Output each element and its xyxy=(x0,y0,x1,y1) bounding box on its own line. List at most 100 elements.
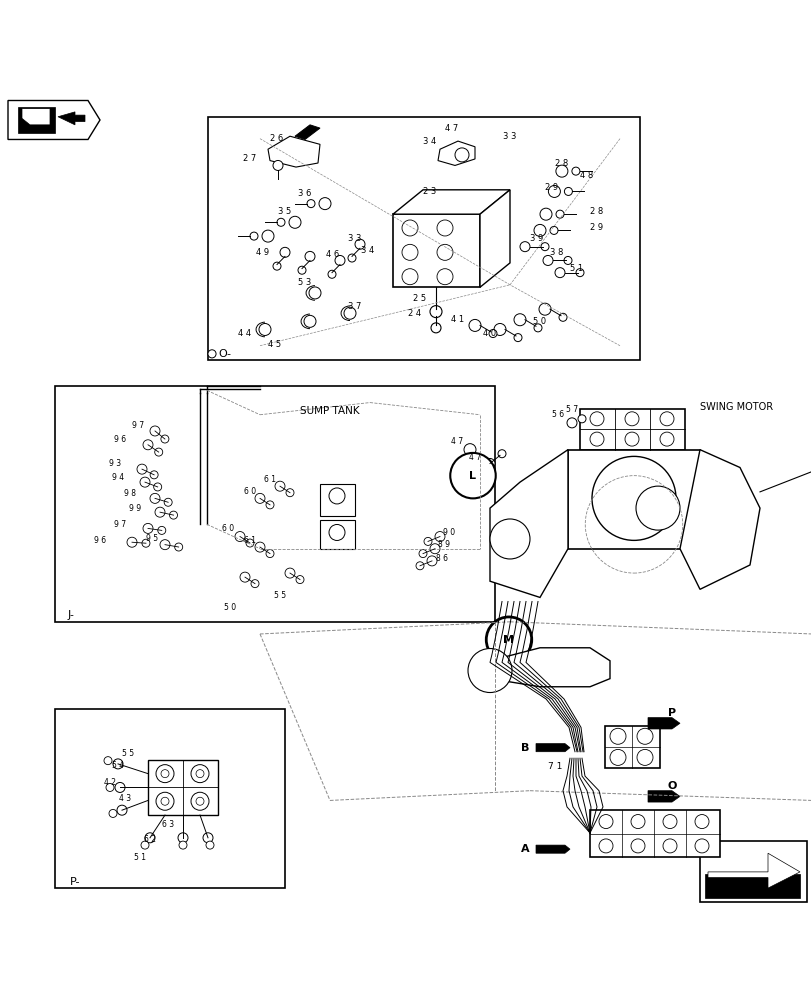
Text: 5 4: 5 4 xyxy=(112,761,124,770)
Text: 8 9: 8 9 xyxy=(437,540,449,549)
Circle shape xyxy=(259,323,271,335)
Circle shape xyxy=(423,537,431,545)
Circle shape xyxy=(277,218,285,226)
Circle shape xyxy=(161,797,169,805)
Circle shape xyxy=(599,815,612,829)
Text: 5 1: 5 1 xyxy=(134,853,146,862)
Circle shape xyxy=(127,537,137,547)
Text: 5 1: 5 1 xyxy=(569,264,582,273)
Circle shape xyxy=(164,498,172,506)
Circle shape xyxy=(571,167,579,175)
Circle shape xyxy=(556,165,567,177)
Polygon shape xyxy=(647,791,679,802)
Text: O: O xyxy=(667,781,676,791)
Circle shape xyxy=(272,160,283,170)
Circle shape xyxy=(160,540,169,550)
Polygon shape xyxy=(704,874,799,898)
Circle shape xyxy=(178,841,187,849)
Circle shape xyxy=(599,839,612,853)
Circle shape xyxy=(549,226,557,234)
Circle shape xyxy=(208,350,216,358)
Text: 5 5: 5 5 xyxy=(122,749,134,758)
Text: 4 5: 4 5 xyxy=(268,340,281,349)
Circle shape xyxy=(161,770,169,778)
Circle shape xyxy=(255,542,264,552)
Text: 3 9: 3 9 xyxy=(530,234,543,243)
Circle shape xyxy=(564,187,572,195)
Circle shape xyxy=(430,544,440,554)
Text: P-: P- xyxy=(70,877,80,887)
Circle shape xyxy=(155,448,162,456)
Circle shape xyxy=(486,617,531,662)
Bar xyxy=(590,810,719,857)
Text: 9 0: 9 0 xyxy=(442,528,454,537)
Circle shape xyxy=(303,315,315,327)
Text: 3 7: 3 7 xyxy=(348,302,361,311)
Circle shape xyxy=(195,797,204,805)
Text: 4 0: 4 0 xyxy=(483,329,496,338)
Circle shape xyxy=(272,262,281,270)
Circle shape xyxy=(436,220,453,236)
Circle shape xyxy=(266,550,273,558)
Bar xyxy=(604,726,659,768)
Circle shape xyxy=(534,324,541,332)
Circle shape xyxy=(558,313,566,321)
Bar xyxy=(568,450,699,549)
Text: 4 2: 4 2 xyxy=(104,778,116,787)
Circle shape xyxy=(577,415,586,423)
Polygon shape xyxy=(535,845,569,853)
Text: 8 6: 8 6 xyxy=(436,554,448,563)
Text: 3 8: 3 8 xyxy=(549,248,563,257)
Polygon shape xyxy=(479,190,509,287)
Text: 4 4: 4 4 xyxy=(238,329,251,338)
Circle shape xyxy=(153,483,161,491)
Text: 4 7: 4 7 xyxy=(469,453,480,462)
Circle shape xyxy=(513,314,526,326)
Circle shape xyxy=(255,493,264,503)
Text: 2 6: 2 6 xyxy=(270,134,283,143)
Circle shape xyxy=(454,148,469,162)
Circle shape xyxy=(467,649,512,693)
Text: 6 1: 6 1 xyxy=(264,475,276,484)
Circle shape xyxy=(240,572,250,582)
Circle shape xyxy=(556,210,564,218)
Circle shape xyxy=(450,453,496,498)
Bar xyxy=(208,117,639,360)
Text: 6 0: 6 0 xyxy=(243,487,255,496)
Circle shape xyxy=(141,841,148,849)
Circle shape xyxy=(497,450,505,458)
Polygon shape xyxy=(22,109,50,125)
Circle shape xyxy=(191,765,208,783)
Circle shape xyxy=(104,757,112,765)
Circle shape xyxy=(150,471,158,479)
Text: 2 8: 2 8 xyxy=(554,159,568,168)
Bar xyxy=(320,484,354,516)
Bar xyxy=(55,386,495,622)
Circle shape xyxy=(109,809,117,817)
Text: 4 7: 4 7 xyxy=(444,124,458,133)
Circle shape xyxy=(328,488,345,504)
Circle shape xyxy=(250,232,258,240)
Polygon shape xyxy=(535,744,569,752)
Circle shape xyxy=(139,477,150,487)
Circle shape xyxy=(659,412,673,426)
Text: SUMP TANK: SUMP TANK xyxy=(300,406,359,416)
Text: 9 7: 9 7 xyxy=(131,421,144,430)
Circle shape xyxy=(564,256,571,264)
Text: SWING MOTOR: SWING MOTOR xyxy=(699,402,772,412)
Bar xyxy=(55,709,285,888)
Text: 4 8: 4 8 xyxy=(579,171,593,180)
Circle shape xyxy=(624,432,638,446)
Circle shape xyxy=(191,792,208,810)
Circle shape xyxy=(296,576,303,584)
Text: A: A xyxy=(520,844,529,854)
Circle shape xyxy=(635,486,679,530)
Circle shape xyxy=(174,543,182,551)
Circle shape xyxy=(178,833,188,843)
Text: 5 6: 5 6 xyxy=(551,410,564,419)
Circle shape xyxy=(401,269,418,285)
Circle shape xyxy=(590,432,603,446)
Circle shape xyxy=(285,568,294,578)
Polygon shape xyxy=(294,125,320,139)
Circle shape xyxy=(554,268,564,278)
